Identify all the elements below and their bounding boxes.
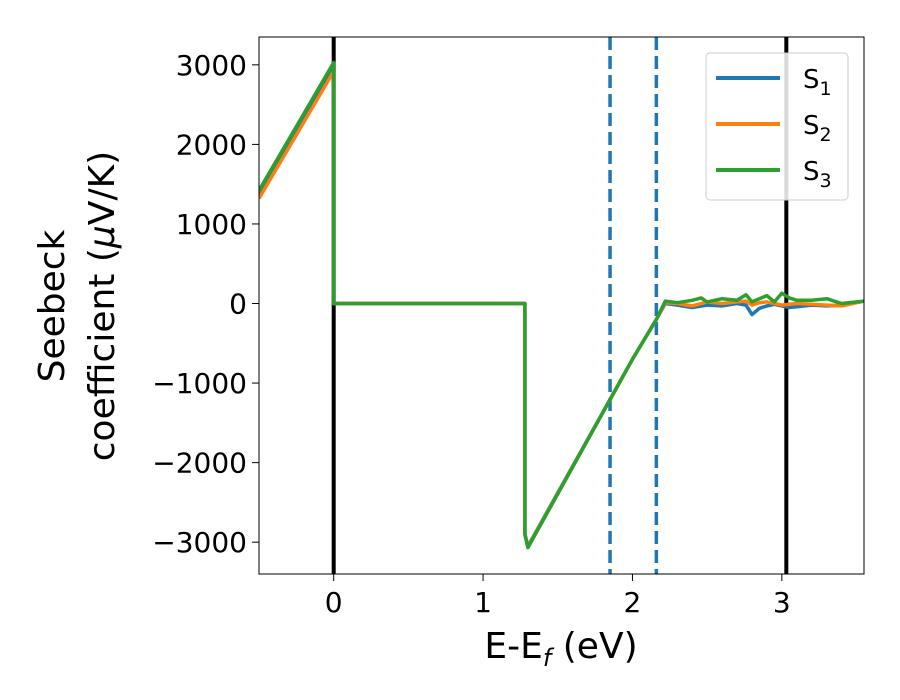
y-axis-label-line2: coefficient (μV/K) <box>82 151 123 461</box>
legend-box <box>705 52 849 201</box>
y-axis-ticks: −3000 −2000 −1000 0 1000 2000 3000 <box>152 49 259 559</box>
legend-label-S1: S1 <box>803 65 832 100</box>
series-line-S3 <box>259 60 864 550</box>
x-tick-label: 0 <box>325 586 343 619</box>
x-tick-label: 3 <box>773 586 791 619</box>
y-tick-label: 0 <box>229 288 247 321</box>
y-tick-label: −2000 <box>152 447 247 480</box>
x-axis-label-units: (eV) <box>551 626 637 667</box>
y-tick-label: −1000 <box>152 367 247 400</box>
x-axis-label-main: E-E <box>484 626 542 667</box>
legend: S1 S2 S3 <box>705 52 849 201</box>
x-tick-label: 2 <box>624 586 642 619</box>
y-axis-label-line1: Seebeck <box>32 229 73 382</box>
plot-area-frame <box>258 36 865 575</box>
legend-label-S2: S2 <box>803 111 832 146</box>
x-axis-label: E-Ef (eV) <box>484 626 637 672</box>
y-tick-label: 3000 <box>176 49 247 82</box>
x-axis-ticks: 0 1 2 3 <box>325 574 791 619</box>
y-tick-label: 1000 <box>176 208 247 241</box>
legend-label-S3: S3 <box>803 157 832 192</box>
x-tick-label: 1 <box>474 586 492 619</box>
series-layer <box>259 60 864 550</box>
y-axis-label: Seebeck coefficient (μV/K) <box>32 151 123 461</box>
y-tick-label: −3000 <box>152 526 247 559</box>
y-tick-label: 2000 <box>176 128 247 161</box>
